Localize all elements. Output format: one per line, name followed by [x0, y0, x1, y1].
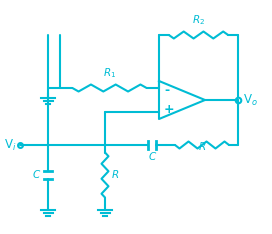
Text: V$_i$: V$_i$: [4, 137, 16, 153]
Text: +: +: [164, 103, 175, 116]
Text: C: C: [148, 152, 156, 162]
Text: R$_1$: R$_1$: [103, 66, 116, 80]
Text: C: C: [32, 170, 40, 180]
Text: R: R: [198, 142, 206, 152]
Text: R: R: [112, 170, 119, 180]
Text: R$_2$: R$_2$: [192, 13, 205, 27]
Text: V$_o$: V$_o$: [243, 92, 258, 108]
Text: -: -: [164, 84, 169, 97]
